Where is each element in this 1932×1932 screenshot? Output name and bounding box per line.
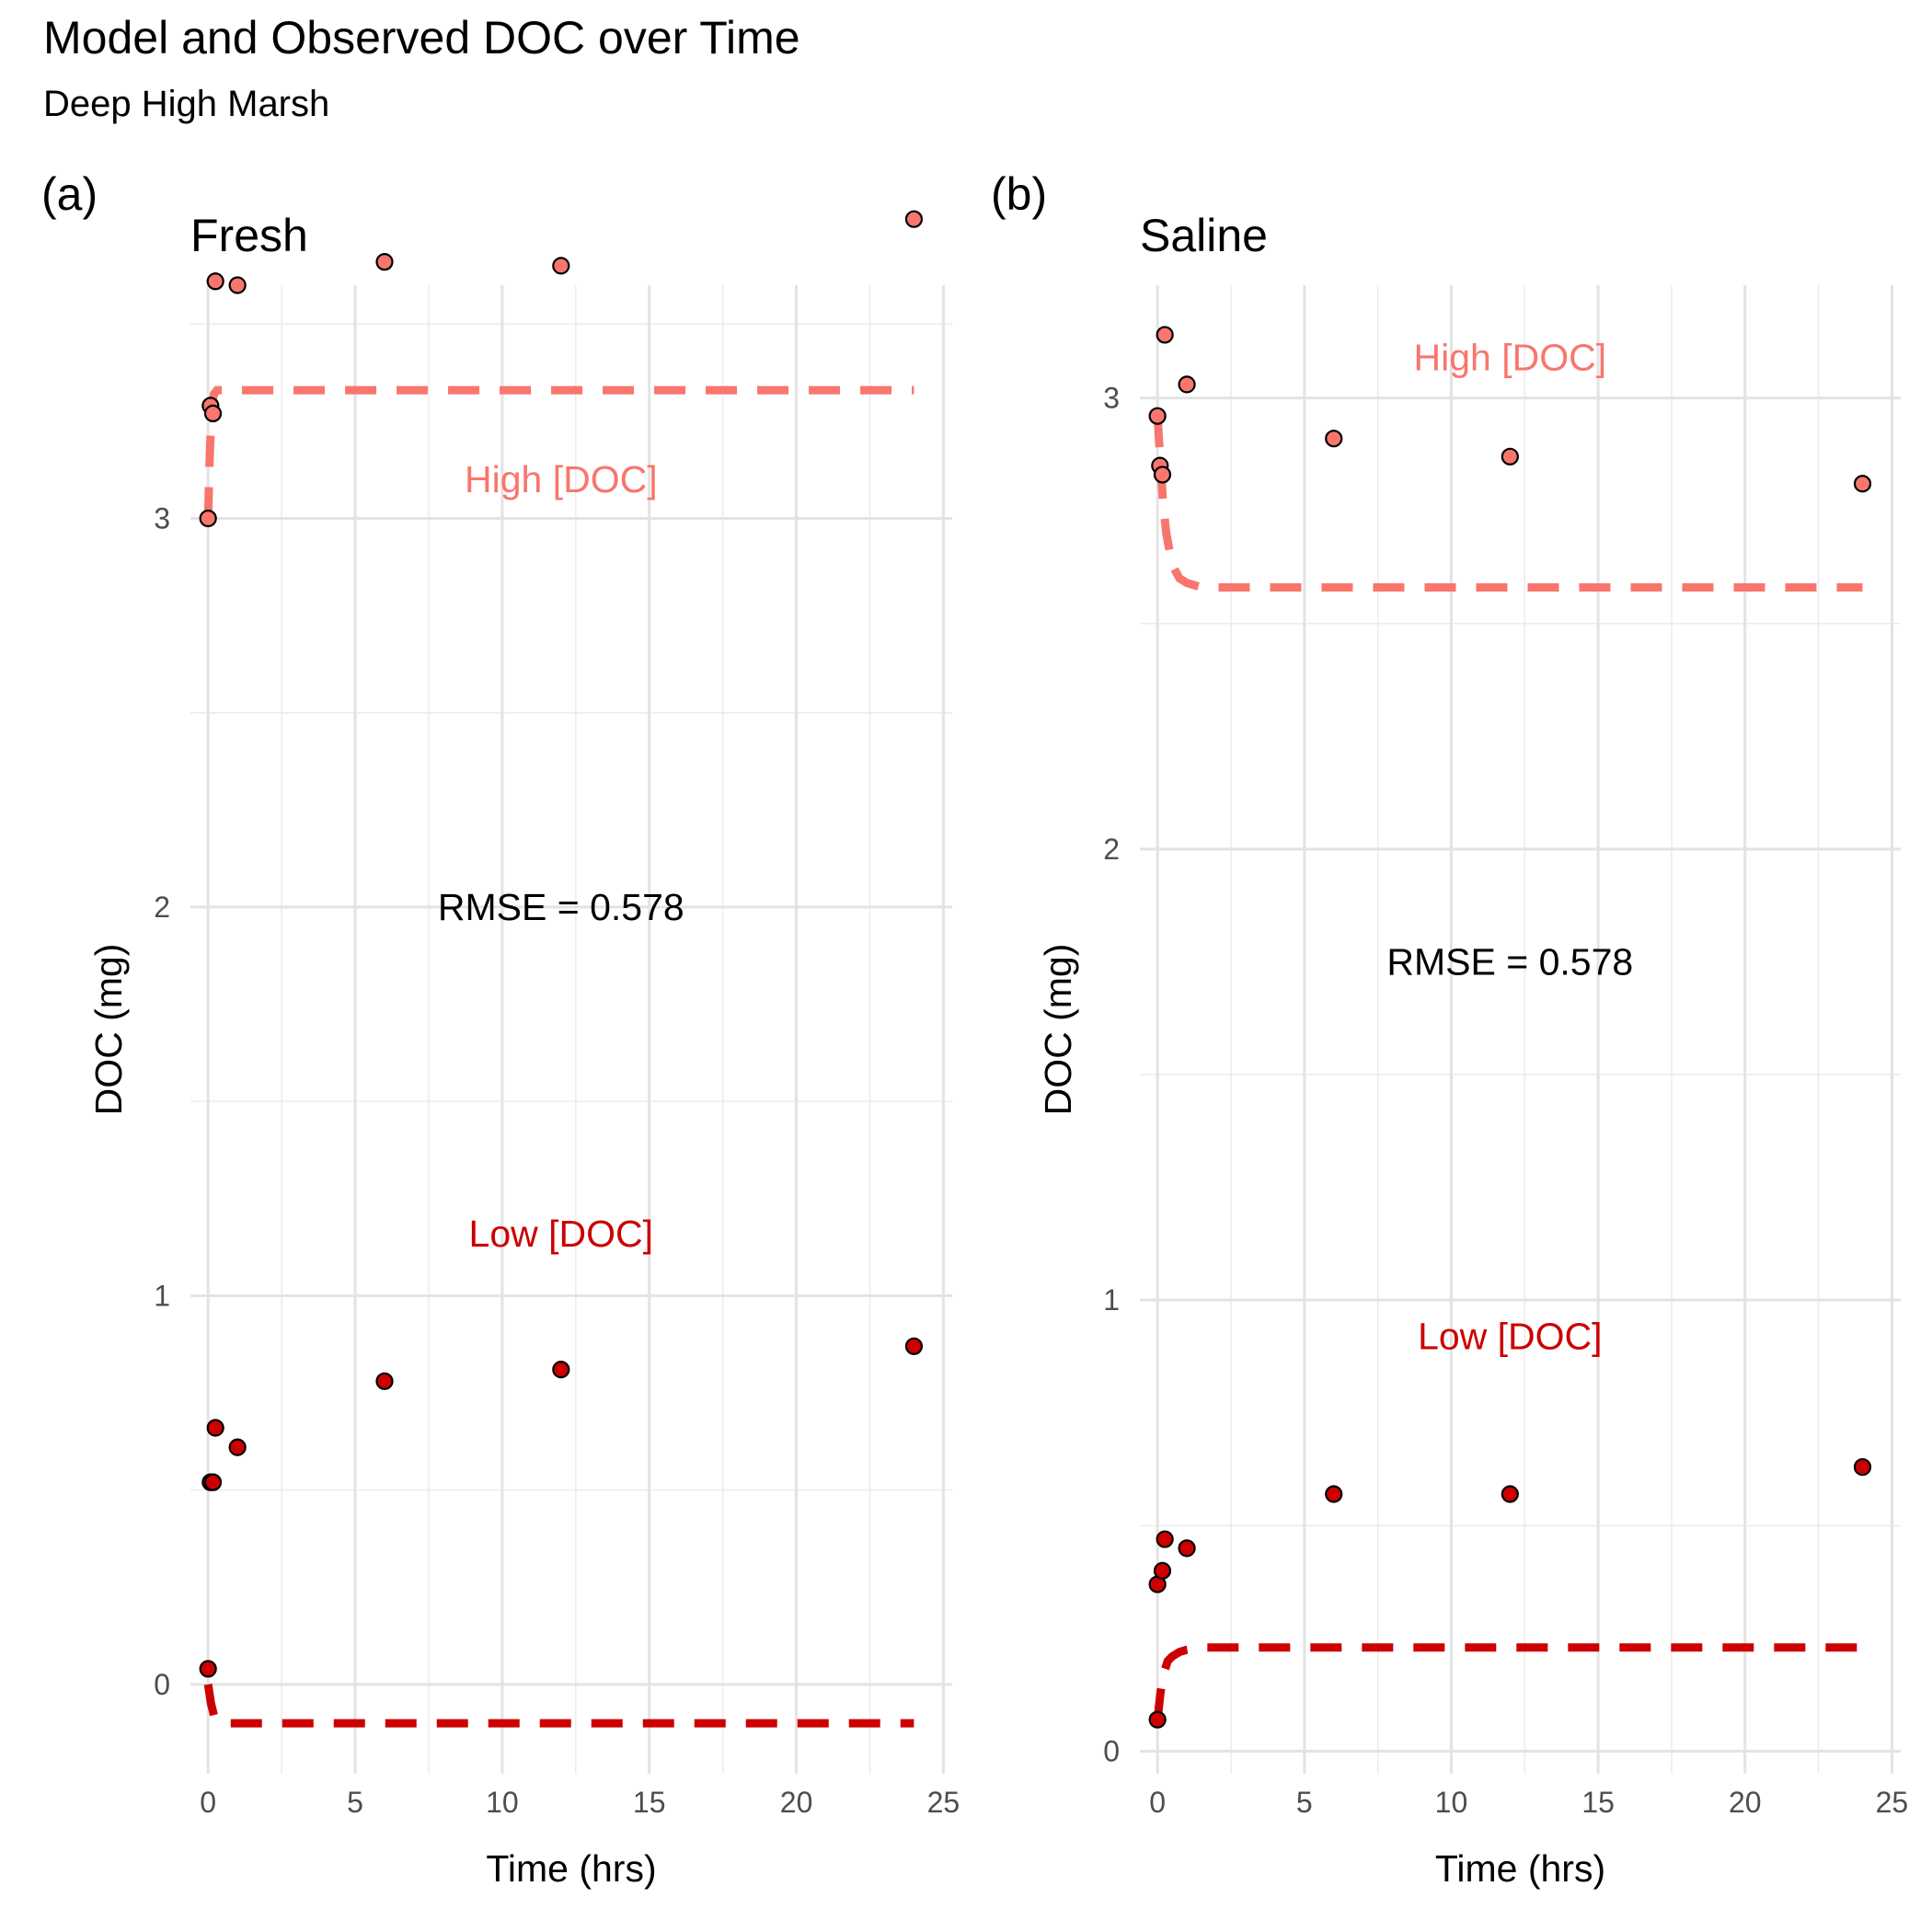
- y-axis-title: DOC (mg): [1037, 944, 1079, 1116]
- x-tick-label: 20: [1729, 1786, 1762, 1819]
- panel-fresh-grid: [190, 285, 952, 1774]
- x-tick-label: 0: [200, 1786, 216, 1819]
- data-point-high-doc: [1148, 407, 1167, 425]
- data-point-high-doc: [904, 210, 924, 228]
- panel-title: Saline: [1140, 210, 1268, 261]
- data-point-low-doc: [1178, 1539, 1196, 1558]
- y-tick-label: 2: [1103, 833, 1120, 866]
- x-tick-label: 0: [1149, 1786, 1166, 1819]
- data-point-low-doc: [1156, 1530, 1174, 1548]
- panel-tag: (a): [41, 168, 98, 220]
- data-point-low-doc: [1501, 1485, 1519, 1503]
- figure-subtitle: Deep High Marsh: [43, 84, 329, 124]
- model-line-low-doc: [1153, 1643, 1863, 1720]
- panel-title: Fresh: [190, 210, 308, 261]
- figure-title: Model and Observed DOC over Time: [43, 12, 800, 63]
- data-point-low-doc: [1325, 1485, 1343, 1503]
- data-point-high-doc: [1325, 430, 1343, 448]
- panel-saline-grid: [1140, 285, 1901, 1774]
- y-tick-label: 3: [154, 501, 170, 535]
- data-point-low-doc: [199, 1660, 217, 1678]
- data-point-high-doc: [1153, 466, 1172, 484]
- data-point-high-doc: [228, 276, 247, 294]
- data-point-low-doc: [228, 1438, 247, 1456]
- series-label-high-doc: High [DOC]: [1414, 336, 1607, 378]
- model-line-high-doc: [1153, 415, 1863, 592]
- y-tick-label: 0: [1103, 1734, 1120, 1767]
- x-axis-title: Time (hrs): [1435, 1847, 1605, 1890]
- panel-tag: (b): [991, 168, 1047, 220]
- x-axis-title: Time (hrs): [486, 1847, 656, 1890]
- x-tick-label: 20: [780, 1786, 813, 1819]
- data-point-high-doc: [1156, 326, 1174, 344]
- data-point-low-doc: [904, 1337, 924, 1355]
- x-tick-label: 10: [486, 1786, 519, 1819]
- x-tick-label: 15: [1581, 1786, 1615, 1819]
- y-tick-label: 1: [154, 1279, 170, 1312]
- data-point-high-doc: [552, 257, 570, 275]
- data-point-high-doc: [206, 272, 224, 291]
- rmse-label: RMSE = 0.578: [1386, 940, 1633, 983]
- x-tick-label: 5: [347, 1786, 363, 1819]
- x-tick-label: 5: [1296, 1786, 1313, 1819]
- data-point-low-doc: [1148, 1710, 1167, 1729]
- x-tick-label: 25: [927, 1786, 960, 1819]
- panel-fresh: 0 5 10 15 20 25 0 1 2 3 Time (hrs) DOC (mg) (a) Fresh…: [41, 168, 960, 1890]
- rmse-label: RMSE = 0.578: [438, 886, 684, 928]
- y-tick-label: 2: [154, 891, 170, 924]
- data-point-high-doc: [199, 509, 217, 528]
- x-tick-label: 15: [633, 1786, 666, 1819]
- data-point-low-doc: [206, 1419, 224, 1437]
- panel-saline: 0 5 10 15 20 25 0 1 2 3 Time (hrs) DOC (mg) (b) Salin…: [991, 168, 1908, 1890]
- data-point-low-doc: [375, 1372, 394, 1390]
- x-tick-label: 25: [1876, 1786, 1909, 1819]
- data-point-high-doc: [203, 404, 223, 423]
- data-point-low-doc: [1153, 1561, 1172, 1580]
- y-axis-title: DOC (mg): [87, 944, 130, 1116]
- model-line-low-doc: [203, 1684, 914, 1728]
- data-point-low-doc: [203, 1473, 223, 1491]
- series-label-low-doc: Low [DOC]: [469, 1213, 654, 1255]
- series-label-low-doc: Low [DOC]: [1418, 1315, 1603, 1357]
- data-point-low-doc: [552, 1361, 570, 1379]
- series-label-high-doc: High [DOC]: [465, 458, 658, 500]
- data-point-low-doc: [1853, 1457, 1872, 1477]
- x-tick-label: 10: [1435, 1786, 1468, 1819]
- y-tick-label: 0: [154, 1668, 170, 1701]
- data-point-high-doc: [1178, 375, 1196, 394]
- y-tick-label: 3: [1103, 382, 1120, 415]
- y-tick-label: 1: [1103, 1283, 1120, 1317]
- data-point-high-doc: [1501, 447, 1519, 466]
- data-point-high-doc: [1853, 475, 1872, 493]
- data-point-high-doc: [375, 253, 394, 271]
